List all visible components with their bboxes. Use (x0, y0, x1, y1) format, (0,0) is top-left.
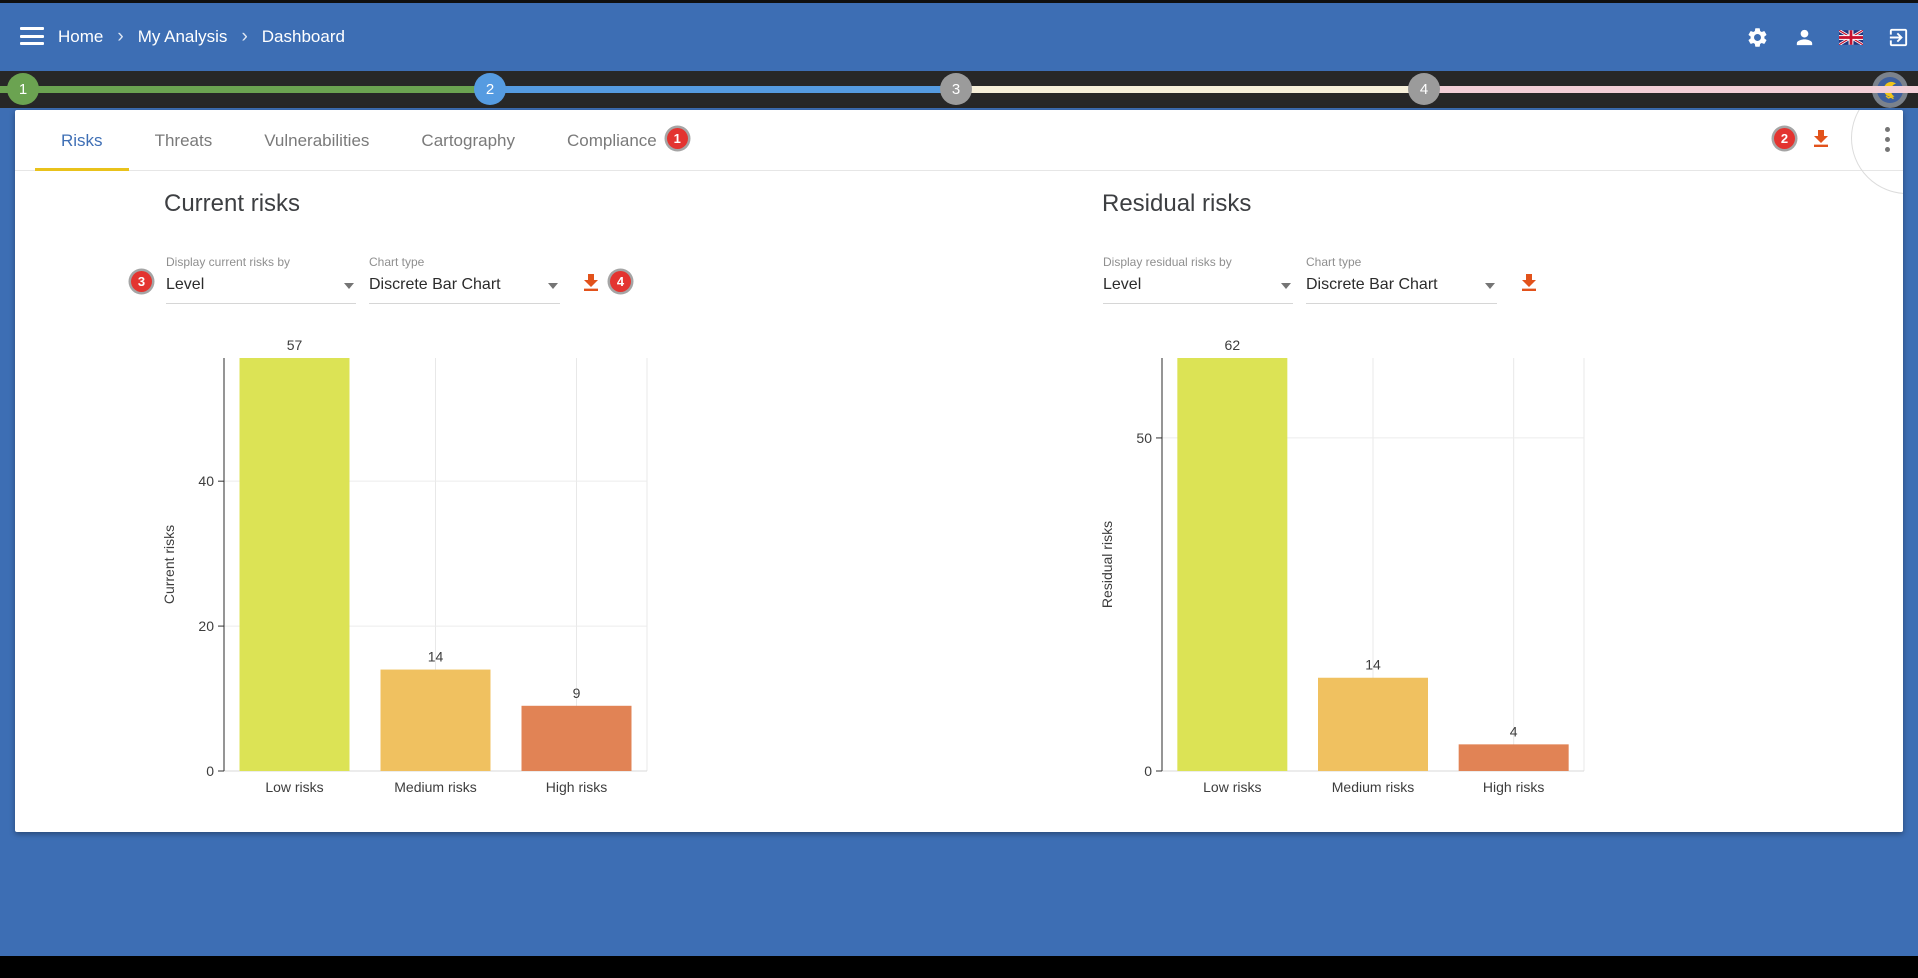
residual-risks-chart: 0 50 62 Low risks 14 Medium risks 4 High risks R… (1099, 337, 1585, 795)
bar-high-risks[interactable] (521, 705, 632, 771)
dropdown-arrow-icon (1485, 283, 1495, 289)
svg-text:0: 0 (206, 763, 214, 779)
display-current-risks-by-label: Display current risks by (166, 255, 291, 269)
bar-medium-risks[interactable] (1318, 677, 1428, 771)
logout-icon[interactable] (1886, 25, 1910, 49)
active-tab-ink-bar (35, 168, 129, 171)
chevron-right-icon: › (241, 25, 248, 47)
display-residual-risks-by-select[interactable]: Display residual risks by Level (1103, 255, 1293, 304)
bottom-edge-strip (0, 956, 1918, 978)
residual-chart-download-icon[interactable] (1517, 271, 1541, 295)
bar-value-label: 14 (1365, 657, 1381, 673)
annotation-badge-1: 1 (666, 128, 688, 149)
svg-text:20: 20 (198, 618, 214, 634)
display-residual-risks-by-label: Display residual risks by (1103, 255, 1232, 269)
stepper-segment-2 (490, 86, 956, 93)
tab-risks-label: Risks (61, 130, 103, 150)
tab-vulnerabilities-label: Vulnerabilities (264, 130, 370, 150)
bar-high-risks[interactable] (1458, 744, 1569, 771)
bar-value-label: 4 (1510, 723, 1518, 739)
tab-threats[interactable]: Threats (129, 110, 239, 171)
x-axis-category-label: Low risks (265, 779, 323, 795)
bar-value-label: 62 (1225, 337, 1241, 353)
tab-compliance-label: Compliance (566, 130, 657, 150)
tab-bar: Risks Threats Vulnerabilities Cartograph… (15, 110, 1903, 194)
tab-cartography-label: Cartography (421, 130, 515, 150)
current-chart-type-select[interactable]: Chart type Discrete Bar Chart (369, 255, 560, 304)
stepper-step-2[interactable]: 2 (474, 73, 506, 105)
annotation-badge-2: 2 (1774, 128, 1795, 149)
decorative-arc (1851, 110, 1903, 194)
bar-low-risks[interactable] (1177, 358, 1288, 771)
dropdown-arrow-icon (1281, 283, 1291, 289)
svg-text:50: 50 (1136, 430, 1152, 446)
tab-risks[interactable]: Risks (35, 110, 129, 171)
stepper-segment-3 (956, 86, 1424, 93)
annotation-badge-4: 4 (610, 271, 631, 292)
chevron-right-icon: › (117, 25, 124, 47)
y-axis-title: Current risks (161, 525, 177, 604)
breadcrumb-dashboard[interactable]: Dashboard (261, 27, 345, 46)
residual-risks-title: Residual risks (1102, 190, 1252, 217)
top-navigation-bar: Home › My Analysis › Dashboard (0, 3, 1918, 71)
display-current-risks-by-value: Level (166, 276, 205, 293)
current-risks-chart: 0 20 40 57 Low risks 14 Medium risks 9 High risk… (161, 337, 648, 795)
display-residual-risks-by-value: Level (1103, 276, 1142, 293)
display-current-risks-by-select[interactable]: Display current risks by Level (166, 255, 356, 304)
progress-stepper: 1 2 3 4 (0, 71, 1918, 108)
x-axis-category-label: Medium risks (1332, 779, 1414, 795)
uk-flag-language-icon[interactable] (1839, 25, 1863, 49)
topbar-icons (1745, 3, 1910, 71)
bar-value-label: 9 (573, 685, 581, 701)
tabs: Risks Threats Vulnerabilities Cartograph… (35, 110, 714, 171)
residual-chart-type-select[interactable]: Chart type Discrete Bar Chart (1306, 255, 1497, 304)
tab-vulnerabilities[interactable]: Vulnerabilities (238, 110, 395, 171)
x-axis-category-label: High risks (546, 779, 607, 795)
stepper-step-3[interactable]: 3 (940, 73, 972, 105)
stepper-segment-1 (0, 86, 490, 93)
tab-compliance[interactable]: Compliance 1 (541, 110, 714, 171)
stepper-step-4[interactable]: 4 (1408, 73, 1440, 105)
bar-value-label: 14 (428, 649, 444, 665)
tab-threats-label: Threats (154, 130, 213, 150)
breadcrumb: Home › My Analysis › Dashboard (58, 3, 345, 71)
x-axis-category-label: High risks (1483, 779, 1544, 795)
user-profile-icon[interactable] (1792, 25, 1816, 49)
svg-text:0: 0 (1144, 763, 1152, 779)
bar-low-risks[interactable] (239, 358, 350, 771)
current-chart-type-value: Discrete Bar Chart (369, 276, 501, 293)
breadcrumb-home[interactable]: Home (58, 27, 104, 46)
kebab-menu-icon[interactable] (1879, 127, 1895, 157)
x-axis-category-label: Low risks (1203, 779, 1261, 795)
dropdown-arrow-icon (548, 283, 558, 289)
tab-cartography[interactable]: Cartography (395, 110, 541, 171)
bar-medium-risks[interactable] (380, 669, 491, 771)
current-chart-download-icon[interactable] (579, 271, 603, 295)
residual-chart-type-label: Chart type (1306, 255, 1362, 269)
residual-chart-type-value: Discrete Bar Chart (1306, 276, 1438, 293)
dashboard-card: Risks Threats Vulnerabilities Cartograph… (15, 110, 1903, 832)
svg-text:40: 40 (198, 473, 214, 489)
settings-gear-icon[interactable] (1745, 25, 1769, 49)
stepper-step-1[interactable]: 1 (7, 73, 39, 105)
annotation-badge-3: 3 (131, 271, 152, 292)
bar-value-label: 57 (287, 337, 303, 353)
export-download-icon[interactable] (1809, 127, 1833, 151)
current-chart-type-label: Chart type (369, 255, 425, 269)
breadcrumb-my-analysis[interactable]: My Analysis (137, 27, 228, 46)
stepper-segment-4 (1424, 86, 1918, 93)
current-risks-title: Current risks (164, 190, 301, 217)
y-axis-title: Residual risks (1099, 521, 1115, 608)
dropdown-arrow-icon (344, 283, 354, 289)
menu-icon[interactable] (20, 27, 44, 47)
top-edge-strip (0, 0, 1918, 3)
x-axis-category-label: Medium risks (394, 779, 476, 795)
